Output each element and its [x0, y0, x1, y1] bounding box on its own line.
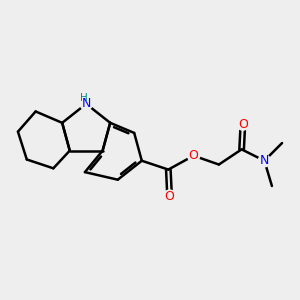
Circle shape — [188, 150, 200, 162]
Circle shape — [80, 98, 92, 110]
Text: O: O — [238, 118, 248, 130]
Text: H: H — [80, 93, 88, 103]
Text: O: O — [165, 190, 175, 202]
Circle shape — [164, 190, 176, 202]
Circle shape — [258, 155, 270, 167]
Circle shape — [237, 118, 249, 130]
Text: O: O — [189, 149, 199, 162]
Text: N: N — [82, 98, 91, 110]
Text: N: N — [260, 154, 269, 167]
